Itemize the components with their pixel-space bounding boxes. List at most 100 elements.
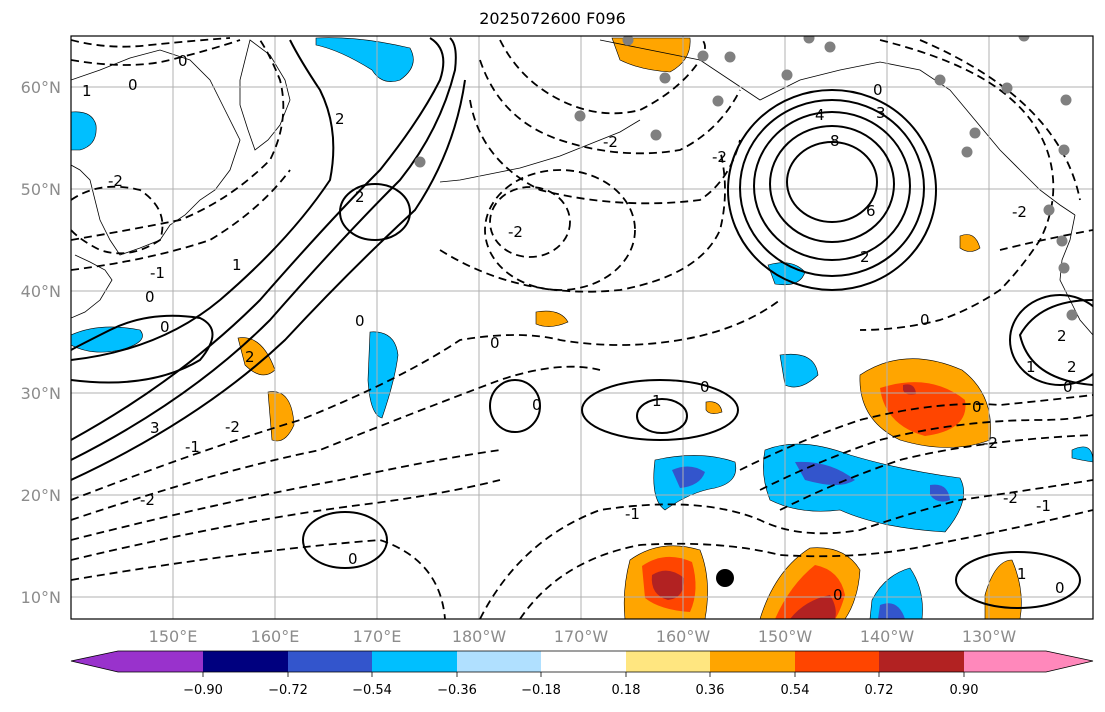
colorbar-seg [118, 651, 203, 672]
contour-line-dashed [71, 479, 501, 561]
colorbar-seg [879, 651, 964, 672]
contour-high [739, 99, 925, 277]
station-dot [934, 74, 946, 86]
shaded-anomalies [71, 37, 1093, 619]
contour-label: -2 [712, 148, 727, 166]
contour-labels: 0 0 2 2 1 3 2 -1 0 0 0 0 1 -1 0 4 8 6 3 … [82, 52, 1077, 604]
lat-label: 20°N [21, 486, 61, 505]
contour-line-dashed [479, 479, 1093, 619]
map-title: 2025072600 F096 [479, 9, 626, 28]
contour-label: 0 [145, 288, 155, 306]
contour-line-dashed [439, 149, 726, 293]
contour-label: 0 [532, 396, 542, 414]
colorbar-label: 0.90 [950, 683, 979, 698]
coastline-kamchatka [239, 39, 291, 151]
contour-line-dashed [71, 37, 231, 48]
colorbar-seg [795, 651, 879, 672]
lat-label: 40°N [21, 282, 61, 301]
contour-label: 1 [232, 256, 242, 274]
colorbar-seg [457, 651, 541, 672]
neg-anomaly-patch [672, 466, 705, 488]
pos-anomaly-patch [903, 384, 916, 395]
lat-label: 60°N [21, 78, 61, 97]
contour-line [581, 379, 739, 441]
station-dot [1056, 235, 1068, 247]
station-dot [1043, 204, 1055, 216]
lat-label: 10°N [21, 588, 61, 607]
station-dot [961, 146, 973, 158]
coastline-alaska [599, 39, 1076, 216]
station-dot [1001, 82, 1013, 94]
contour-label: 2 [1067, 358, 1077, 376]
longitude-labels: 150°E 160°E 170°E 180°W 170°W 160°W 150°… [149, 627, 1017, 646]
contour-line-dashed [71, 299, 781, 501]
lon-label: 160°W [656, 627, 711, 646]
station-dot [1018, 36, 1030, 42]
contour-label: 0 [1055, 579, 1065, 597]
contour-label: 2 [335, 110, 345, 128]
contour-line-dashed [71, 365, 601, 521]
contour-line [339, 183, 411, 241]
contour-line [489, 379, 541, 433]
colorbar-label: 0.54 [781, 683, 810, 698]
station-dot [803, 36, 815, 44]
contour-label: 2 [245, 348, 255, 366]
contour-label: -2 [108, 172, 123, 190]
colorbar-label: 0.18 [612, 683, 641, 698]
lon-label: 160°E [251, 627, 300, 646]
contour-line-dashed [71, 39, 241, 66]
contour-label: -2 [225, 418, 240, 436]
neg-anomaly-patch [779, 353, 819, 388]
contour-label: 1 [1026, 358, 1036, 376]
colorbar-seg [372, 651, 457, 672]
contour-line-dashed [759, 414, 1093, 491]
contour-label: -2 [140, 491, 155, 509]
lon-label: 140°W [860, 627, 915, 646]
contour-label: -1 [185, 438, 200, 456]
contour-label: 4 [815, 106, 825, 124]
contour-line-dashed [71, 39, 285, 241]
coastline-namerica [1059, 214, 1093, 336]
colorbar-label: −0.90 [183, 683, 223, 698]
contour-label: 3 [150, 419, 160, 437]
contour-label: 8 [830, 132, 840, 150]
contour-label: 6 [866, 202, 876, 220]
contour-line-dashed [489, 186, 571, 258]
pos-anomaly-patch [984, 559, 1022, 619]
contour-label: 1 [82, 82, 92, 100]
contour-label: -2 [603, 133, 618, 151]
contour-label: 0 [700, 378, 710, 396]
neg-anomaly-patch [71, 111, 97, 151]
lon-label: 180°W [452, 627, 507, 646]
contour-line [1018, 299, 1093, 386]
lon-label: 150°W [758, 627, 813, 646]
neg-anomaly-patch [367, 331, 399, 419]
colorbar-seg [288, 651, 372, 672]
colorbar-seg [203, 651, 288, 672]
colorbar-seg [71, 651, 118, 672]
contour-line-dashed [469, 99, 741, 205]
contour-label: 0 [920, 311, 930, 329]
contour-label: -2 [983, 434, 998, 452]
contour-label: 0 [178, 52, 188, 70]
station-dot [724, 51, 736, 63]
pos-anomaly-patch [880, 382, 966, 436]
map-plot-area: 0 0 2 2 1 3 2 -1 0 0 0 0 1 -1 0 4 8 6 3 … [71, 36, 1093, 619]
colorbar-label: −0.54 [352, 683, 392, 698]
pos-anomaly-patch [705, 401, 723, 414]
neg-anomaly-patch [315, 37, 414, 82]
colorbar-seg [710, 651, 795, 672]
lon-label: 150°E [149, 627, 198, 646]
coastline-japan [71, 254, 113, 319]
contour-line-dashed [859, 39, 1055, 331]
contour-high [753, 111, 911, 261]
pos-anomaly-patch [535, 310, 569, 327]
contour-line-dashed [479, 59, 741, 155]
neg-anomaly-patch [930, 484, 950, 502]
colorbar-label: −0.18 [521, 683, 561, 698]
contour-label: -2 [508, 223, 523, 241]
contour-high [769, 125, 895, 243]
colorbar-seg [626, 651, 710, 672]
colorbar: −0.90 −0.72 −0.54 −0.36 −0.18 0.18 0.36 … [70, 650, 1094, 698]
station-dot [712, 95, 724, 107]
